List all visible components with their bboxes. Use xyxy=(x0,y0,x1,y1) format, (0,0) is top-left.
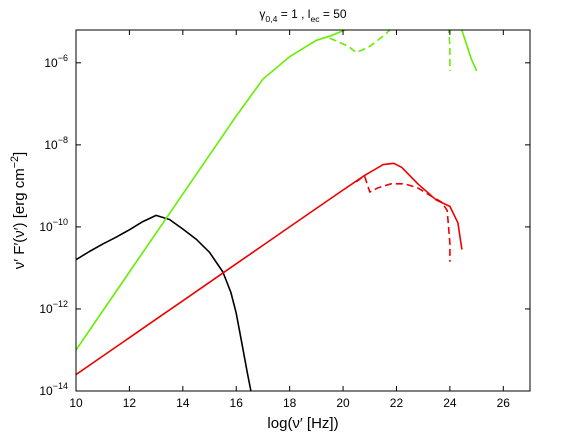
x-tick-label: 12 xyxy=(123,396,137,410)
y-tick-label: 10−10 xyxy=(39,217,68,234)
x-tick-label: 22 xyxy=(390,396,404,410)
chart-title: γ0,4 = 1 , lec = 50 xyxy=(259,7,346,24)
ticks-layer: 10 12 14 16 18 20 22 24 26 10−14 10−12 10−10 10−8 10−… xyxy=(39,30,530,410)
series-layer xyxy=(76,30,478,391)
plot-frame xyxy=(75,29,531,392)
x-tick-label: 10 xyxy=(69,396,83,410)
x-tick-label: 24 xyxy=(443,396,457,410)
x-tick-label: 18 xyxy=(283,396,297,410)
series-line-5 xyxy=(355,174,451,262)
y-tick-label: 10−14 xyxy=(39,381,68,398)
y-axis-label: ν′ F′(ν′) [erg cm−2] xyxy=(9,152,28,269)
series-line-4 xyxy=(76,162,463,376)
x-tick-label: 16 xyxy=(230,396,244,410)
y-tick-label: 10−12 xyxy=(39,299,68,316)
y-tick-label: 10−8 xyxy=(44,135,68,152)
x-axis-label: log(ν′ [Hz]) xyxy=(267,415,338,432)
series-line-1 xyxy=(76,214,252,391)
x-tick-label: 14 xyxy=(176,396,190,410)
x-tick-label: 26 xyxy=(497,396,511,410)
series-line-3 xyxy=(329,30,451,71)
y-tick-label: 10−6 xyxy=(44,53,68,70)
x-tick-label: 20 xyxy=(336,396,350,410)
series-line-2 xyxy=(76,30,478,351)
